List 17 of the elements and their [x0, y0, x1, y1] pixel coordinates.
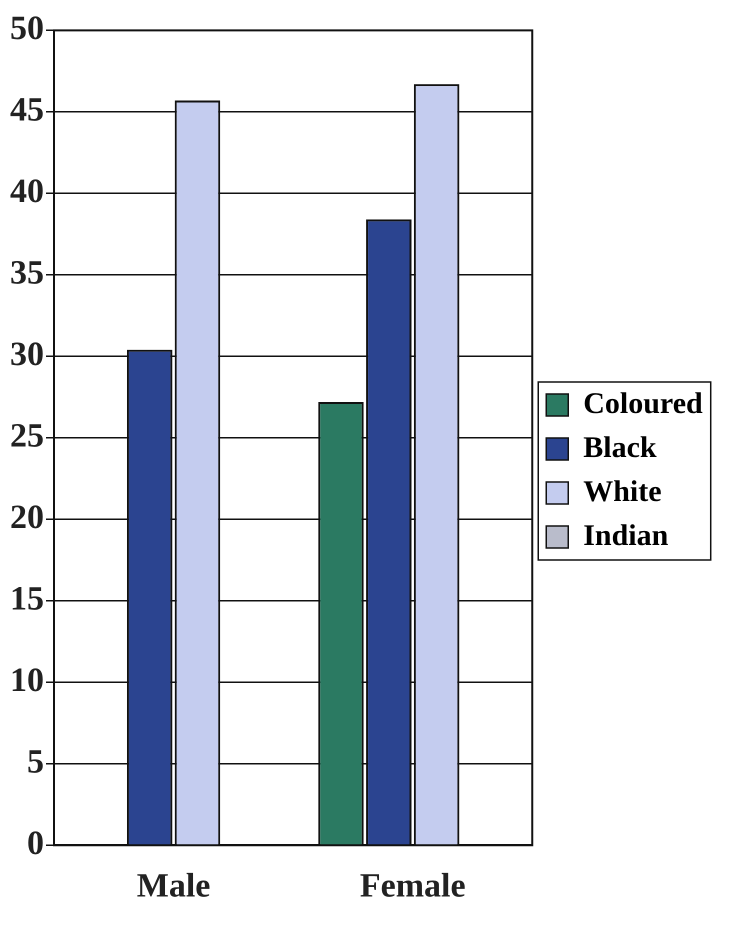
y-tick-label: 20 [10, 499, 44, 536]
legend-label: White [583, 474, 662, 508]
y-tick-label: 0 [27, 824, 44, 862]
legend-label: Indian [583, 518, 669, 552]
y-tick-label: 15 [10, 580, 44, 618]
legend-label: Black [583, 430, 657, 464]
y-tick-label: 30 [10, 336, 44, 374]
y-tick-label: 25 [10, 418, 44, 455]
y-tick-label: 5 [27, 744, 44, 780]
y-tick-label: 50 [10, 10, 44, 48]
y-tick-label: 10 [10, 662, 44, 700]
x-tick-label: Male [136, 867, 210, 904]
legend-label: Coloured [583, 386, 704, 420]
y-tick-label: 35 [10, 254, 44, 292]
y-tick-label: 45 [10, 92, 44, 129]
y-tick-label: 40 [10, 173, 44, 210]
x-tick-label: Female [360, 867, 466, 904]
